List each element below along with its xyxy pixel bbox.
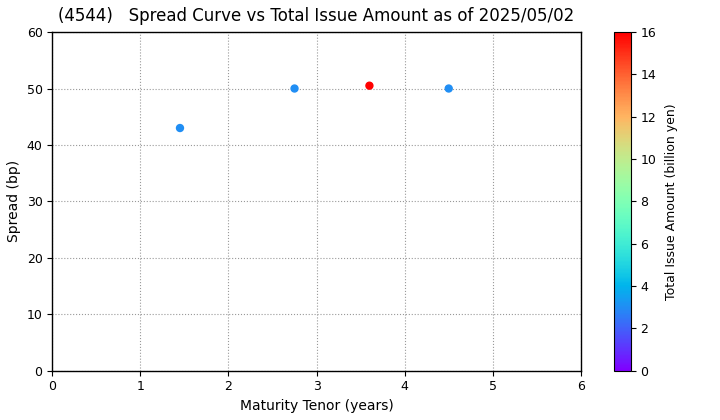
Point <box>289 85 300 92</box>
Point <box>364 82 375 89</box>
X-axis label: Maturity Tenor (years): Maturity Tenor (years) <box>240 399 393 413</box>
Point <box>174 125 186 131</box>
Y-axis label: Spread (bp): Spread (bp) <box>7 160 21 242</box>
Point <box>443 85 454 92</box>
Y-axis label: Total Issue Amount (billion yen): Total Issue Amount (billion yen) <box>665 103 678 300</box>
Title: (4544)   Spread Curve vs Total Issue Amount as of 2025/05/02: (4544) Spread Curve vs Total Issue Amoun… <box>58 7 575 25</box>
